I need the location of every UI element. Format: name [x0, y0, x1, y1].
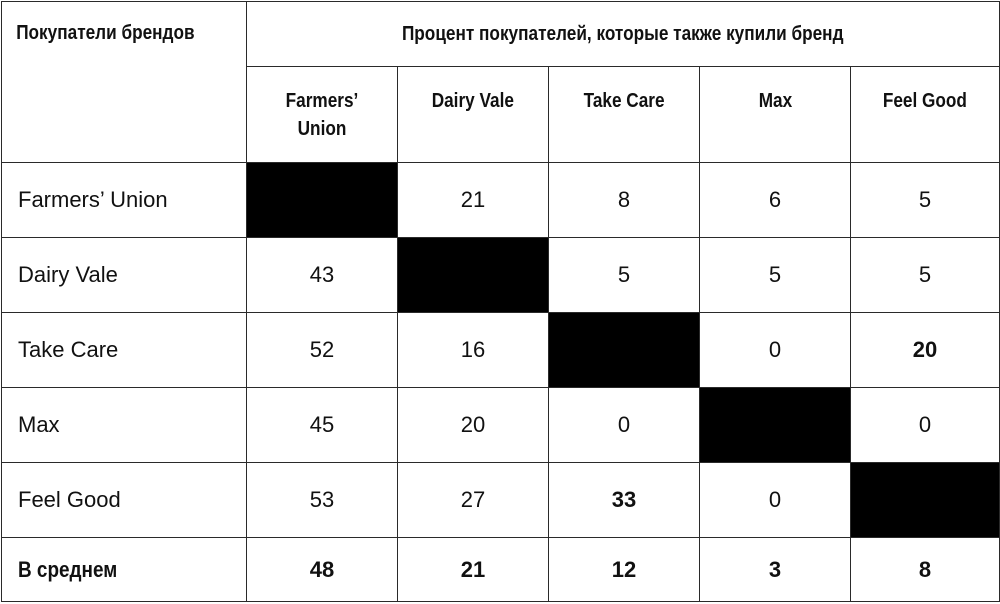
table-cell: 45 [246, 387, 398, 463]
diagonal-cell [849, 462, 1000, 538]
table-cell: 5 [548, 237, 700, 313]
table-cell: 8 [548, 162, 700, 238]
average-cell: 3 [699, 537, 851, 602]
row-label: Feel Good [1, 462, 247, 538]
average-label: В среднем [1, 537, 247, 602]
header-row-top: Покупатели брендов Процент покупателей, … [1, 1, 1000, 163]
table-cell: 6 [699, 162, 851, 238]
column-header-take-care: Take Care [548, 66, 700, 163]
table-cell: 0 [699, 312, 851, 388]
table-cell: 20 [397, 387, 549, 463]
span-header: Процент покупателей, которые также купил… [245, 1, 1000, 67]
table-row: Dairy Vale 43 5 5 5 [1, 237, 1000, 313]
average-label-text: В среднем [18, 556, 118, 582]
span-header-text: Процент покупателей, которые также купил… [402, 22, 844, 45]
diagonal-cell [397, 237, 549, 313]
table-cell: 5 [849, 237, 1000, 313]
column-header-farmers-union: Farmers’ Union [246, 66, 398, 163]
average-cell: 8 [849, 537, 1000, 602]
column-header-label: Feel Good [882, 90, 968, 112]
table-cell: 5 [849, 162, 1000, 238]
column-header-label: Farmers’ Union [285, 90, 359, 140]
table-cell: 53 [246, 462, 398, 538]
table-cell: 5 [699, 237, 851, 313]
column-header-max: Max [699, 66, 851, 163]
table-cell: 0 [699, 462, 851, 538]
average-row: В среднем 48 21 12 3 8 [1, 537, 1000, 602]
average-cell: 12 [548, 537, 700, 602]
diagonal-cell [246, 162, 398, 238]
column-header-feel-good: Feel Good [849, 66, 1000, 163]
table-cell: 52 [246, 312, 398, 388]
column-header-dairy-vale: Dairy Vale [397, 66, 549, 163]
row-label: Take Care [1, 312, 247, 388]
table-cell-highlighted: 33 [548, 462, 700, 538]
table-cell-highlighted: 20 [849, 312, 1000, 388]
diagonal-cell [699, 387, 851, 463]
table-row: Farmers’ Union 21 8 6 5 [1, 162, 1000, 238]
row-label: Max [1, 387, 247, 463]
column-header-label: Take Care [583, 90, 665, 112]
table-cell: 0 [548, 387, 700, 463]
header-row-brands: Farmers’ Union Dairy Vale Take Care Max … [2, 66, 1000, 163]
column-header-label: Max [758, 90, 792, 112]
average-cell: 21 [397, 537, 549, 602]
table-cell: 21 [397, 162, 549, 238]
diagonal-cell [548, 312, 700, 388]
table-cell: 0 [849, 387, 1000, 463]
table-row: Max 45 20 0 0 [1, 387, 1000, 463]
table-cell: 16 [397, 312, 549, 388]
table-cell: 27 [397, 462, 549, 538]
table-row: Feel Good 53 27 33 0 [1, 462, 1000, 538]
column-header-label: Dairy Vale [431, 90, 515, 112]
corner-header: Покупатели брендов [1, 1, 213, 163]
row-label: Dairy Vale [1, 237, 247, 313]
row-label: Farmers’ Union [1, 162, 247, 238]
table-cell: 43 [246, 237, 398, 313]
average-cell: 48 [246, 537, 398, 602]
table-row: Take Care 52 16 0 20 [1, 312, 1000, 388]
